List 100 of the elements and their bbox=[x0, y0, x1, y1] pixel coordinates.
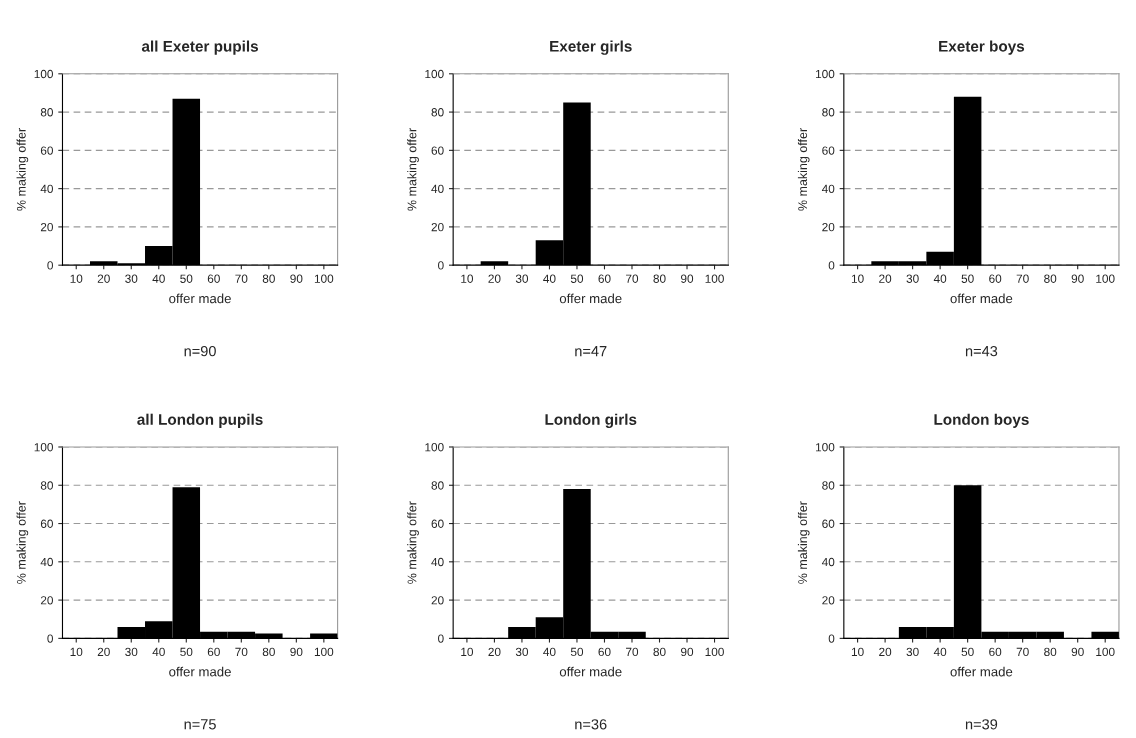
y-tick-label: 100 bbox=[816, 443, 835, 452]
y-axis-title: % making offer bbox=[407, 501, 419, 584]
x-tick-label: 30 bbox=[515, 274, 529, 283]
chart-title: all London pupils bbox=[137, 413, 263, 428]
x-tick-label: 20 bbox=[488, 274, 501, 283]
text: n=90 bbox=[184, 345, 216, 357]
x-tick-label: 60 bbox=[598, 647, 611, 657]
y-tick-label: 0 bbox=[47, 261, 53, 270]
y-axis-title: % making offer bbox=[16, 501, 29, 584]
text: n=36 bbox=[575, 719, 607, 730]
x-tick-label: 30 bbox=[906, 647, 919, 657]
x-tick-label: 100 bbox=[1096, 274, 1115, 283]
text: n=39 bbox=[965, 719, 998, 730]
x-tick-label: 30 bbox=[515, 647, 529, 657]
x-axis-title: offer made bbox=[169, 293, 231, 304]
x-tick-label: 10 bbox=[70, 647, 83, 657]
x-tick-label: 40 bbox=[543, 274, 556, 283]
x-axis-title: offer made bbox=[559, 293, 622, 304]
chart-title: all Exeter pupils bbox=[141, 40, 259, 55]
y-tick-label: 80 bbox=[431, 481, 444, 490]
y-tick-label: 40 bbox=[40, 557, 53, 567]
y-tick-label: 40 bbox=[40, 184, 53, 194]
x-tick-label: 20 bbox=[97, 647, 110, 657]
y-tick-label: 0 bbox=[438, 261, 444, 270]
y-tick-label: 60 bbox=[40, 146, 53, 155]
y-tick-label: 40 bbox=[431, 184, 444, 194]
x-tick-label: 40 bbox=[933, 274, 947, 283]
x-tick-label: 60 bbox=[207, 647, 220, 657]
x-tick-label: 10 bbox=[851, 647, 864, 657]
y-tick-label: 60 bbox=[431, 146, 444, 155]
x-tick-label: 20 bbox=[488, 647, 501, 657]
x-tick-label: 10 bbox=[70, 274, 83, 283]
x-axis-title: offer made bbox=[950, 666, 1013, 677]
y-tick-label: 60 bbox=[40, 519, 53, 528]
y-axis-title: % making offer bbox=[797, 501, 810, 584]
chart-title: Exeter boys bbox=[939, 40, 1025, 55]
x-tick-label: 90 bbox=[1071, 274, 1084, 283]
y-tick-label: 100 bbox=[425, 69, 444, 79]
y-tick-label: 100 bbox=[34, 69, 53, 79]
x-tick-label: 20 bbox=[97, 274, 110, 283]
y-tick-label: 60 bbox=[431, 519, 444, 528]
y-tick-label: 80 bbox=[822, 481, 835, 490]
y-tick-label: 40 bbox=[821, 184, 835, 194]
y-axis-title: % making offer bbox=[407, 128, 419, 211]
x-tick-label: 70 bbox=[626, 274, 639, 283]
chart-title: London girls bbox=[545, 413, 637, 429]
x-tick-label: 60 bbox=[989, 274, 1002, 283]
y-tick-label: 80 bbox=[431, 108, 444, 117]
x-tick-label: 40 bbox=[543, 647, 556, 657]
x-tick-label: 100 bbox=[314, 647, 334, 657]
y-tick-label: 20 bbox=[40, 222, 53, 232]
x-tick-label: 20 bbox=[879, 274, 892, 283]
x-tick-label: 50 bbox=[180, 274, 193, 283]
x-tick-label: 20 bbox=[879, 647, 892, 657]
y-tick-label: 100 bbox=[816, 69, 835, 79]
y-tick-label: 60 bbox=[822, 146, 835, 155]
chart-title: Exeter girls bbox=[550, 40, 632, 55]
x-tick-label: 70 bbox=[626, 647, 639, 657]
text: n=47 bbox=[575, 346, 607, 357]
y-axis-title: % making offer bbox=[797, 128, 810, 211]
y-tick-label: 80 bbox=[822, 108, 835, 117]
y-tick-label: 80 bbox=[40, 108, 53, 117]
x-tick-label: 90 bbox=[681, 647, 694, 657]
y-tick-label: 40 bbox=[821, 557, 835, 567]
x-axis-title: offer made bbox=[169, 666, 231, 677]
x-tick-label: 60 bbox=[989, 647, 1002, 657]
x-tick-label: 90 bbox=[290, 647, 303, 657]
y-tick-label: 20 bbox=[40, 596, 53, 605]
x-tick-label: 100 bbox=[314, 274, 334, 283]
x-tick-label: 80 bbox=[262, 274, 275, 283]
x-tick-label: 50 bbox=[961, 274, 974, 283]
y-tick-label: 0 bbox=[828, 261, 835, 270]
y-axis-title: % making offer bbox=[16, 128, 29, 211]
y-tick-label: 100 bbox=[425, 443, 444, 452]
x-tick-label: 90 bbox=[290, 274, 303, 283]
x-tick-label: 30 bbox=[906, 274, 919, 283]
x-tick-label: 40 bbox=[933, 647, 947, 657]
x-tick-label: 40 bbox=[152, 647, 165, 657]
x-tick-label: 50 bbox=[570, 274, 584, 283]
x-tick-label: 80 bbox=[653, 274, 666, 283]
y-tick-label: 60 bbox=[822, 519, 835, 528]
x-tick-label: 60 bbox=[207, 274, 220, 283]
x-axis-title: offer made bbox=[559, 666, 622, 677]
chart-title: London boys bbox=[934, 413, 1029, 428]
x-tick-label: 70 bbox=[235, 274, 248, 283]
x-tick-label: 50 bbox=[180, 647, 193, 657]
x-tick-label: 60 bbox=[598, 274, 611, 283]
x-tick-label: 80 bbox=[1044, 647, 1057, 657]
text: n=43 bbox=[965, 345, 998, 357]
x-tick-label: 70 bbox=[1016, 274, 1029, 283]
y-tick-label: 40 bbox=[431, 557, 444, 567]
x-tick-label: 100 bbox=[705, 647, 724, 657]
x-tick-label: 30 bbox=[125, 274, 138, 283]
x-tick-label: 70 bbox=[235, 647, 248, 657]
x-tick-label: 10 bbox=[461, 647, 474, 657]
y-tick-label: 0 bbox=[47, 634, 53, 643]
x-tick-label: 80 bbox=[653, 647, 666, 657]
x-tick-label: 10 bbox=[461, 274, 474, 283]
y-tick-label: 80 bbox=[40, 481, 53, 490]
x-axis-title: offer made bbox=[950, 293, 1013, 304]
